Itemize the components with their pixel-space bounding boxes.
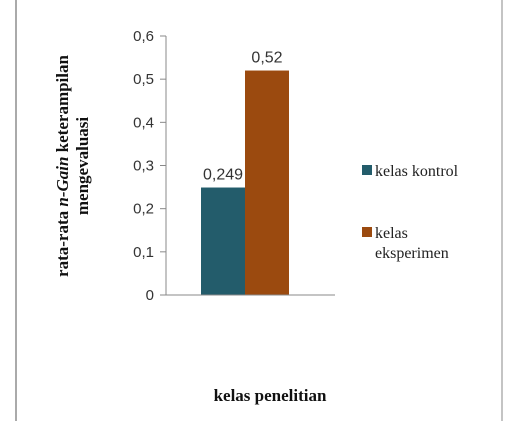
data-labels-group: 0,249 0,52	[203, 50, 283, 184]
svg-text:rata-rata n-Gain keterampilan: rata-rata n-Gain keterampilan	[53, 54, 72, 276]
data-label: 0,249	[203, 167, 243, 184]
y-tick-label: 0,5	[133, 71, 154, 88]
y-axis-title: rata-rata n-Gain keterampilan mengevalua…	[53, 54, 92, 276]
bar-kelas-kontrol	[201, 187, 245, 295]
legend-label: kelas	[375, 225, 408, 242]
y-axis-title-line2: mengevaluasi	[73, 117, 92, 216]
legend-label: kelas kontrol	[375, 163, 459, 180]
y-axis-title-italic: n-Gain	[53, 157, 72, 207]
y-axis-title-prefix: rata-rata	[53, 207, 72, 277]
y-tick-label: 0,6	[133, 28, 154, 45]
y-tick-label: 0,2	[133, 201, 154, 218]
legend-label: eksperimen	[375, 245, 449, 262]
legend-swatch	[362, 227, 372, 237]
y-axis-ticks: 0 0,1 0,2 0,3 0,4 0,5 0,6	[133, 28, 166, 304]
bar-kelas-eksperimen	[245, 70, 289, 296]
y-axis-title-suffix: keterampilan	[53, 54, 72, 156]
y-tick-label: 0,3	[133, 158, 154, 175]
legend: kelas kontrol kelas eksperimen	[362, 163, 459, 262]
y-tick-label: 0,1	[133, 244, 154, 261]
x-axis-title: kelas penelitian	[214, 386, 327, 405]
legend-swatch	[362, 165, 372, 175]
y-tick-label: 0	[146, 287, 154, 304]
y-tick-label: 0,4	[133, 114, 154, 131]
bars-group	[201, 70, 289, 296]
data-label: 0,52	[251, 50, 282, 67]
